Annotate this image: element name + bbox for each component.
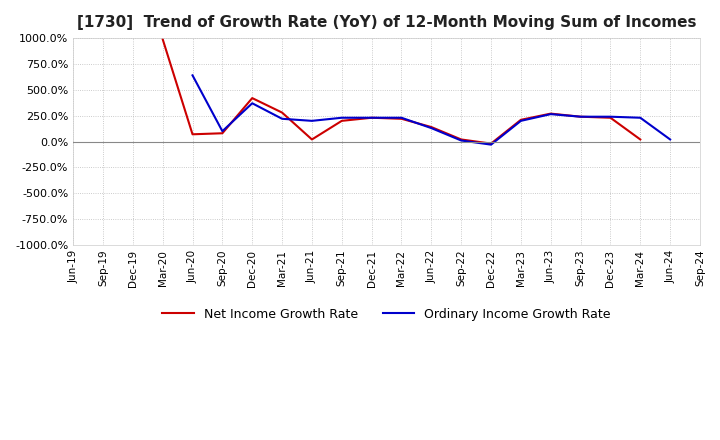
Net Income Growth Rate [546,111,555,116]
Ordinary Income Growth Rate [666,137,675,142]
Ordinary Income Growth Rate [516,118,525,124]
Net Income Growth Rate [576,114,585,119]
Ordinary Income Growth Rate [397,115,406,121]
Net Income Growth Rate [248,95,256,101]
Net Income Growth Rate [457,137,466,142]
Ordinary Income Growth Rate [367,115,376,121]
Line: Ordinary Income Growth Rate: Ordinary Income Growth Rate [192,75,670,145]
Net Income Growth Rate [427,125,436,130]
Title: [1730]  Trend of Growth Rate (YoY) of 12-Month Moving Sum of Incomes: [1730] Trend of Growth Rate (YoY) of 12-… [77,15,696,30]
Net Income Growth Rate [338,118,346,124]
Ordinary Income Growth Rate [606,114,615,119]
Net Income Growth Rate [188,132,197,137]
Net Income Growth Rate [278,110,287,115]
Ordinary Income Growth Rate [427,125,436,131]
Net Income Growth Rate [636,137,644,142]
Net Income Growth Rate [487,141,495,146]
Ordinary Income Growth Rate [576,114,585,119]
Net Income Growth Rate [606,115,615,121]
Net Income Growth Rate [367,115,376,121]
Ordinary Income Growth Rate [546,111,555,117]
Ordinary Income Growth Rate [636,115,644,121]
Ordinary Income Growth Rate [278,116,287,121]
Ordinary Income Growth Rate [248,101,256,106]
Net Income Growth Rate [516,117,525,122]
Net Income Growth Rate [218,131,227,136]
Net Income Growth Rate [397,116,406,121]
Line: Net Income Growth Rate: Net Income Growth Rate [163,39,640,143]
Net Income Growth Rate [307,137,316,142]
Ordinary Income Growth Rate [218,128,227,134]
Ordinary Income Growth Rate [457,138,466,143]
Net Income Growth Rate [158,37,167,42]
Ordinary Income Growth Rate [487,142,495,147]
Legend: Net Income Growth Rate, Ordinary Income Growth Rate: Net Income Growth Rate, Ordinary Income … [158,303,616,326]
Ordinary Income Growth Rate [338,115,346,121]
Ordinary Income Growth Rate [188,73,197,78]
Ordinary Income Growth Rate [307,118,316,124]
